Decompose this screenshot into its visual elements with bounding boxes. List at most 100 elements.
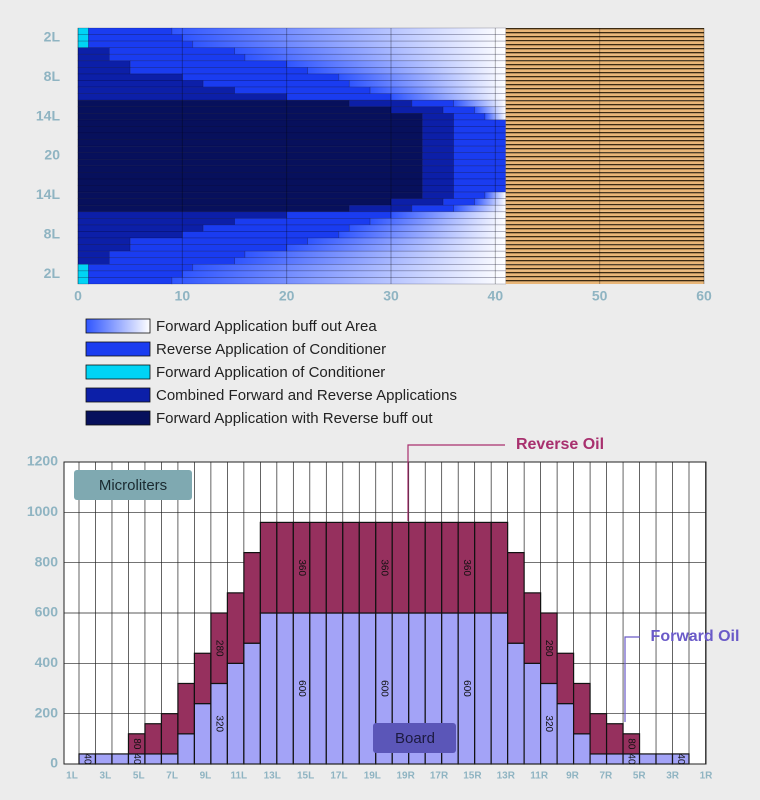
bar-segment bbox=[490, 612, 509, 765]
bar-segment bbox=[474, 198, 507, 206]
board-area bbox=[505, 73, 704, 81]
data-label: 80 bbox=[626, 738, 637, 750]
y-tick-label: 14L bbox=[36, 186, 61, 202]
bar-segment bbox=[369, 218, 507, 226]
bar-segment bbox=[474, 106, 507, 114]
bar-segment bbox=[182, 34, 507, 42]
bar-segment bbox=[421, 152, 454, 160]
x-tick-label: 15R bbox=[463, 771, 482, 782]
bar-segment bbox=[286, 93, 392, 101]
board-area bbox=[505, 133, 704, 140]
bar-segment bbox=[77, 204, 350, 213]
bar-segment bbox=[507, 551, 525, 644]
bar-segment bbox=[77, 53, 110, 62]
board-area bbox=[505, 165, 704, 173]
data-label: 360 bbox=[461, 559, 472, 576]
x-tick-label: 11R bbox=[530, 771, 549, 782]
board-area bbox=[505, 80, 704, 88]
data-label: 40 bbox=[626, 753, 637, 765]
x-tick-label: 13L bbox=[264, 771, 281, 782]
bar-segment bbox=[605, 723, 624, 755]
data-label: 40 bbox=[131, 753, 142, 765]
bar-segment bbox=[77, 27, 89, 35]
bar-segment bbox=[307, 237, 507, 245]
bar-segment bbox=[234, 47, 507, 55]
bar-segment bbox=[77, 257, 110, 265]
bar-segment bbox=[94, 753, 113, 765]
bar-segment bbox=[193, 702, 212, 765]
bar-segment bbox=[638, 753, 657, 765]
x-tick-label: 7L bbox=[166, 771, 178, 782]
board-area bbox=[505, 185, 704, 193]
data-label: 600 bbox=[461, 680, 472, 697]
bar-segment bbox=[77, 231, 183, 239]
annotation-box bbox=[373, 723, 456, 753]
x-tick-label: 40 bbox=[488, 288, 504, 304]
board-area bbox=[505, 100, 704, 107]
bar-segment bbox=[77, 191, 423, 199]
bar-segment bbox=[109, 250, 246, 259]
series-label: Reverse Oil bbox=[516, 436, 604, 453]
bar-segment bbox=[348, 80, 507, 88]
x-tick-label: 9R bbox=[566, 771, 580, 782]
bar-segment bbox=[421, 191, 454, 199]
data-label: 40 bbox=[82, 753, 93, 765]
bar-segment bbox=[453, 191, 486, 199]
bar-segment bbox=[109, 47, 235, 55]
legend-label: Forward Application of Conditioner bbox=[156, 364, 385, 381]
board-area bbox=[505, 106, 704, 114]
board-area bbox=[505, 47, 704, 55]
y-tick-label: 200 bbox=[35, 704, 59, 720]
bar-segment bbox=[109, 257, 235, 265]
bar-segment bbox=[77, 73, 183, 81]
board-area bbox=[505, 192, 704, 199]
board-area bbox=[505, 28, 704, 35]
bar-segment bbox=[234, 86, 371, 94]
board-area bbox=[505, 54, 704, 61]
legend-swatch bbox=[85, 410, 151, 426]
x-tick-label: 15L bbox=[297, 771, 314, 782]
bar-segment bbox=[421, 158, 454, 167]
data-label: 600 bbox=[378, 680, 389, 697]
bar-segment bbox=[77, 139, 423, 147]
bar-segment bbox=[77, 119, 423, 127]
x-tick-label: 1L bbox=[66, 771, 78, 782]
board-area bbox=[505, 67, 704, 74]
bar-segment bbox=[193, 652, 212, 705]
annotation: Board bbox=[395, 730, 435, 747]
bar-segment bbox=[453, 152, 507, 160]
board-area bbox=[505, 251, 704, 258]
bar-segment bbox=[234, 218, 371, 226]
bar-segment bbox=[523, 592, 542, 664]
x-tick-label: 9L bbox=[200, 771, 212, 782]
bar-segment bbox=[77, 224, 204, 232]
bar-segment bbox=[77, 80, 204, 88]
bar-segment bbox=[243, 642, 261, 765]
x-tick-label: 11L bbox=[230, 771, 247, 782]
bar-segment bbox=[342, 612, 360, 765]
board-area bbox=[505, 87, 704, 94]
bar-segment bbox=[358, 521, 377, 614]
bar-segment bbox=[556, 702, 575, 765]
legend-swatch bbox=[85, 387, 151, 403]
bar-segment bbox=[325, 612, 344, 765]
bar-segment bbox=[390, 198, 444, 206]
bar-segment bbox=[589, 713, 608, 755]
data-label: 600 bbox=[296, 680, 307, 697]
bar-segment bbox=[182, 270, 507, 278]
y-tick-label: 400 bbox=[35, 654, 59, 670]
bar-segment bbox=[309, 612, 327, 765]
x-tick-label: 20 bbox=[279, 288, 295, 304]
bar-segment bbox=[177, 733, 196, 765]
y-tick-label: 14L bbox=[36, 107, 61, 123]
bar-segment bbox=[177, 682, 196, 735]
board-area bbox=[505, 60, 704, 68]
bar-segment bbox=[421, 113, 454, 121]
bar-segment bbox=[453, 178, 507, 186]
x-tick-label: 13R bbox=[497, 771, 516, 782]
bar-segment bbox=[77, 47, 110, 55]
bar-segment bbox=[390, 93, 507, 101]
board-area bbox=[505, 152, 704, 160]
bar-segment bbox=[77, 67, 131, 75]
bar-segment bbox=[244, 250, 507, 259]
